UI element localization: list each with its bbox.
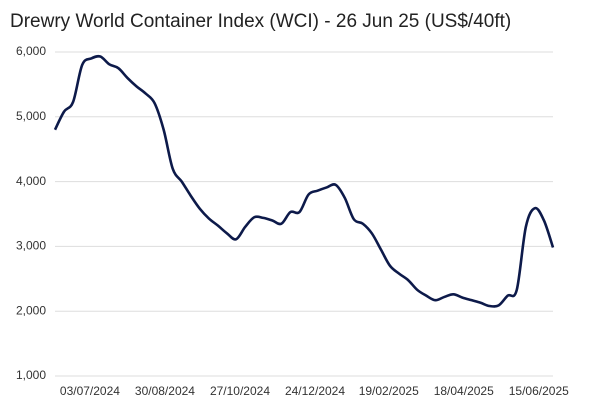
x-tick-label: 18/04/2025 xyxy=(434,384,494,398)
y-tick-label: 3,000 xyxy=(16,239,46,253)
x-tick-label: 27/10/2024 xyxy=(210,384,270,398)
x-tick-label: 15/06/2025 xyxy=(509,384,569,398)
x-tick-label: 30/08/2024 xyxy=(135,384,195,398)
y-tick-label: 5,000 xyxy=(16,109,46,123)
y-tick-label: 4,000 xyxy=(16,174,46,188)
chart-title: Drewry World Container Index (WCI) - 26 … xyxy=(10,11,511,32)
y-tick-label: 6,000 xyxy=(16,44,46,58)
y-tick-label: 2,000 xyxy=(16,303,46,317)
x-tick-label: 03/07/2024 xyxy=(60,384,120,398)
data-line xyxy=(53,54,555,308)
x-tick-label: 19/02/2025 xyxy=(359,384,419,398)
y-tick-label: 1,000 xyxy=(16,368,46,382)
x-tick-label: 24/12/2024 xyxy=(285,384,345,398)
